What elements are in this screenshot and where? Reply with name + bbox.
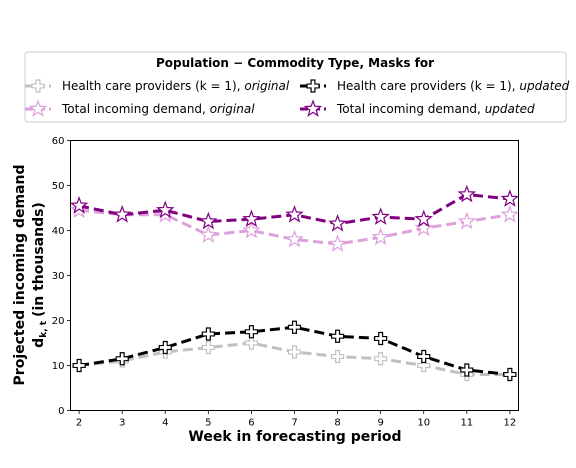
data-point	[244, 336, 259, 350]
y-axis-title-symbol: d	[31, 338, 47, 348]
data-point	[328, 214, 347, 232]
data-point	[414, 218, 433, 237]
x-axis-title: Week in forecasting period	[188, 429, 401, 445]
x-tick-label: 3	[119, 418, 125, 429]
data-point	[417, 358, 431, 373]
data-point	[201, 327, 215, 341]
data-point	[371, 227, 390, 246]
legend-entry-3: Total incoming demand, updated	[300, 99, 535, 117]
data-point	[242, 220, 261, 239]
data-point	[112, 205, 132, 223]
data-point	[287, 320, 302, 334]
x-tick-label: 7	[291, 418, 297, 429]
series-2	[72, 320, 517, 382]
x-axis: 2 3 4 5 6 7 8 9 10 11 12	[76, 410, 517, 429]
series-3	[69, 184, 520, 232]
data-point	[457, 184, 477, 203]
data-point	[414, 209, 433, 228]
x-tick-label: 8	[334, 418, 340, 429]
x-tick-label: 5	[205, 418, 211, 429]
data-point	[201, 340, 215, 355]
data-point	[244, 325, 259, 339]
data-point	[500, 205, 520, 223]
y-tick-label: 0	[58, 406, 64, 417]
y-tick-label: 10	[52, 361, 65, 372]
x-tick-label: 12	[504, 418, 517, 429]
legend-label: Total incoming demand, original	[61, 102, 255, 116]
data-point	[69, 196, 89, 214]
legend-entry-2: Health care providers (k = 1), updated	[300, 79, 570, 93]
data-point	[285, 205, 304, 223]
y-tick-label: 40	[52, 226, 65, 237]
legend-marker	[303, 99, 323, 117]
x-tick-label: 11	[460, 418, 473, 429]
x-tick-label: 10	[417, 418, 430, 429]
data-point	[330, 349, 345, 364]
x-tick-label: 6	[248, 418, 254, 429]
data-point	[374, 352, 388, 366]
legend-entry-1: Total incoming demand, original	[25, 99, 255, 117]
legend: Population − Commodity Type, Masks for H…	[24, 51, 570, 123]
y-tick-label: 20	[52, 316, 65, 327]
series-line	[78, 208, 511, 246]
series-layer	[69, 184, 520, 382]
y-axis-title: Projected incoming demand dk, t (in thous…	[12, 165, 49, 386]
data-point	[330, 329, 345, 343]
data-point	[199, 211, 218, 230]
legend-marker	[28, 99, 48, 117]
plot-area: 0 10 20 30 40 50 60 2 3 4 5 6 7 8 9 10 11 12	[52, 136, 520, 429]
legend-label: Health care providers (k = 1), updated	[337, 79, 570, 93]
data-point	[285, 229, 304, 248]
data-point	[287, 345, 302, 359]
x-tick-label: 2	[76, 418, 82, 429]
legend-label: Health care providers (k = 1), original	[62, 79, 290, 93]
y-axis-title-line2: dk, t (in thousands)	[31, 202, 49, 348]
data-point	[374, 331, 388, 346]
data-point	[72, 358, 86, 373]
data-point	[500, 189, 520, 207]
data-point	[158, 340, 172, 355]
x-tick-label: 9	[377, 418, 383, 429]
x-tick-label: 4	[162, 418, 168, 429]
legend-marker	[306, 79, 320, 93]
data-point	[115, 352, 129, 366]
data-point	[328, 234, 347, 252]
data-point	[417, 349, 431, 364]
y-axis: 0 10 20 30 40 50 60	[52, 136, 71, 417]
data-point	[460, 363, 474, 377]
legend-entry-0: Health care providers (k = 1), original	[25, 79, 290, 93]
y-tick-label: 30	[52, 271, 65, 282]
data-point	[199, 225, 218, 243]
legend-marker	[31, 79, 45, 93]
data-point	[503, 367, 517, 382]
legend-label: Total incoming demand, updated	[336, 102, 535, 116]
y-tick-label: 50	[52, 181, 65, 192]
series-0	[72, 336, 517, 382]
legend-title: Population − Commodity Type, Masks for	[156, 56, 434, 70]
y-axis-title-rest: (in thousands)	[31, 202, 47, 317]
data-point	[242, 209, 261, 228]
data-point	[457, 211, 477, 230]
data-point	[371, 207, 390, 225]
y-tick-label: 60	[52, 136, 65, 147]
legend-entries: Health care providers (k = 1), original T…	[25, 79, 570, 117]
y-axis-title-line1: Projected incoming demand	[12, 165, 28, 386]
y-axis-title-subscript: k, t	[39, 320, 49, 338]
data-point	[156, 200, 175, 219]
